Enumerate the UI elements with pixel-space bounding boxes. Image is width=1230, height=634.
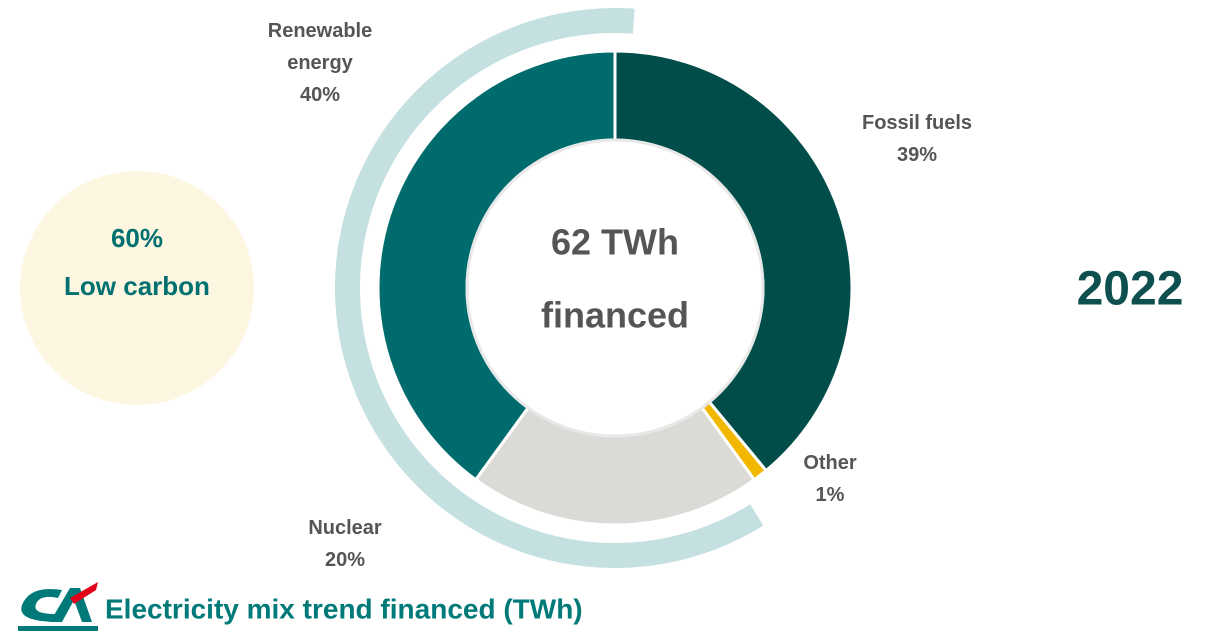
center-text: financed (541, 295, 689, 336)
slice-value: 40% (299, 84, 341, 106)
center-text: 62 TWh (551, 222, 679, 263)
badge-bg (20, 171, 254, 405)
donut-hole-ring (465, 138, 765, 438)
year: 2022 (1077, 263, 1184, 316)
chart-title: Electricity mix trend financed (TWh) (105, 593, 583, 624)
slice-value: 39% (896, 144, 938, 166)
slice-name: Other (803, 452, 857, 474)
slice-value: 1% (815, 484, 845, 506)
slice-name: Renewable energy (267, 20, 373, 74)
slice-name: Nuclear (308, 517, 382, 539)
logo (18, 582, 98, 631)
annotation-value: 60% (111, 223, 163, 253)
slice-value: 20% (324, 549, 366, 571)
slice-name: Fossil fuels (861, 112, 973, 134)
annotation-label: Low carbon (64, 271, 210, 301)
